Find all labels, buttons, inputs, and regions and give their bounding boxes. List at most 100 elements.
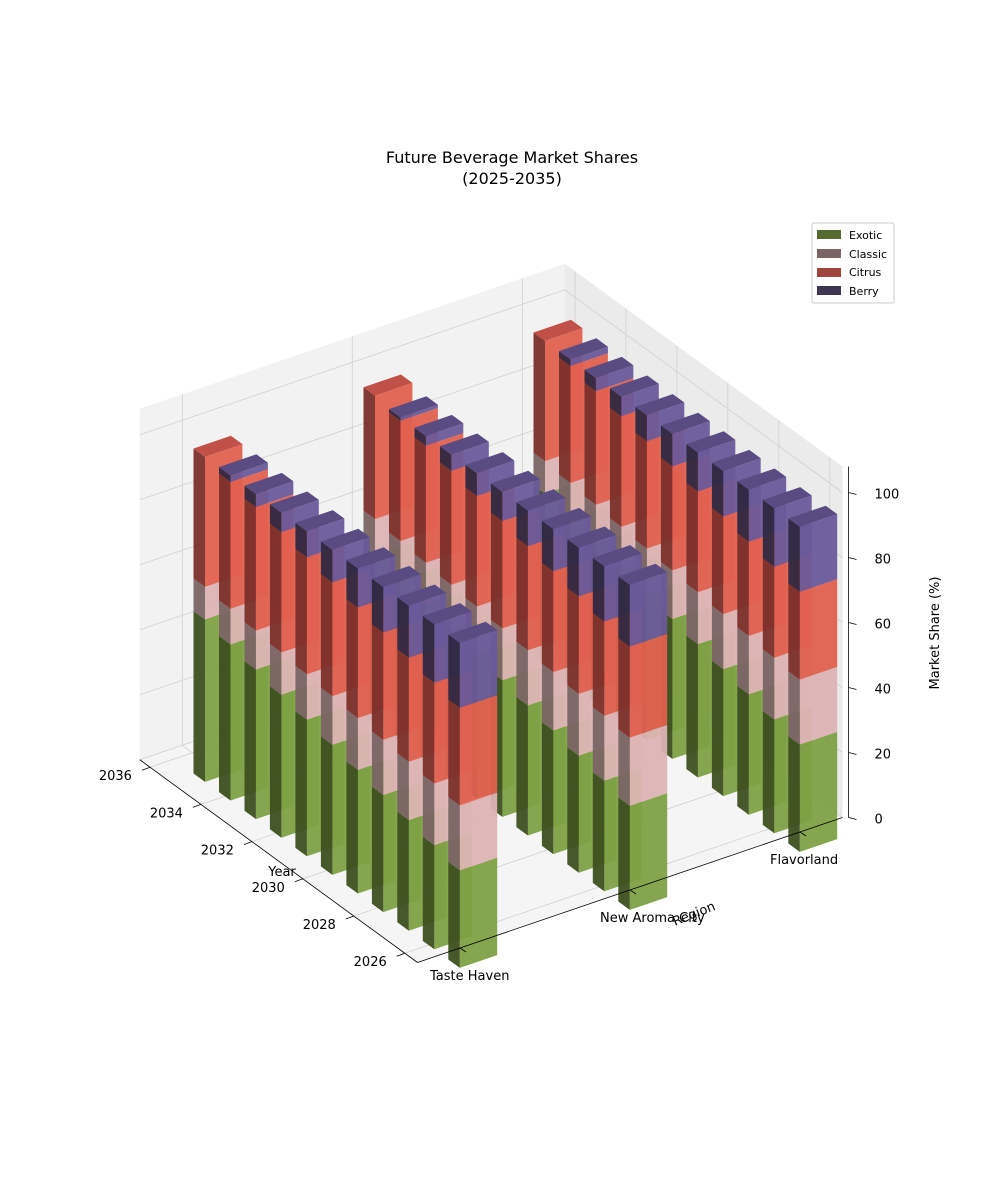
bar-segment-front bbox=[363, 387, 375, 520]
bar-segment-front bbox=[389, 412, 401, 541]
bar-segment-top bbox=[584, 356, 634, 379]
z-tick-label: 100 bbox=[875, 488, 900, 503]
bar-segment-side bbox=[230, 462, 268, 482]
bar-segment-front bbox=[448, 862, 460, 968]
bar-segment-front bbox=[660, 458, 673, 571]
bar-segment-front bbox=[592, 613, 605, 716]
bar-segment-front bbox=[465, 487, 477, 607]
bar-segment-side bbox=[799, 731, 838, 852]
x-tick-label: 2028 bbox=[303, 918, 336, 933]
bar-segment-top bbox=[363, 374, 413, 396]
bar-segment-top bbox=[635, 394, 685, 416]
bar-segment-front bbox=[737, 533, 749, 636]
chart-title: Future Beverage Market Shares bbox=[386, 148, 638, 167]
z-tick-label: 20 bbox=[875, 748, 892, 763]
bar-segment-front bbox=[609, 388, 622, 417]
y-tick-label: Flavorland bbox=[770, 853, 838, 868]
bar-segment-front bbox=[465, 464, 477, 496]
bar-segment-side bbox=[476, 460, 515, 496]
bar-segment-front bbox=[737, 481, 749, 542]
bar-segment-front bbox=[567, 685, 579, 756]
bar-segment-side bbox=[621, 383, 659, 417]
bar-segment-side bbox=[629, 633, 668, 738]
z-tick-label: 60 bbox=[875, 618, 892, 633]
bar-segment-front bbox=[609, 407, 622, 527]
bar-segment-top bbox=[346, 547, 396, 569]
bar-segment-front bbox=[541, 663, 554, 731]
bar-segment-front bbox=[295, 522, 307, 558]
bar-segment-front bbox=[559, 351, 571, 366]
bar-segment-front bbox=[448, 634, 460, 708]
bar-segment-front bbox=[320, 736, 333, 875]
bar-segment-front bbox=[346, 761, 358, 894]
bar-segment-side bbox=[255, 481, 294, 508]
bar-segment-front bbox=[567, 539, 579, 597]
x-tick-label: 2032 bbox=[201, 844, 234, 859]
legend-swatch-classic bbox=[817, 249, 841, 258]
bar-segment-front bbox=[788, 671, 800, 745]
bar-segment-front bbox=[686, 483, 698, 593]
x-tick-label: 2030 bbox=[252, 881, 285, 896]
bar-segment-top bbox=[618, 563, 668, 585]
bar-segment-top bbox=[567, 526, 617, 548]
bar-segment-front bbox=[295, 548, 307, 675]
bar-segment-top bbox=[762, 487, 812, 509]
z-tick bbox=[848, 687, 857, 690]
x-tick bbox=[294, 878, 303, 883]
bar-segment-front bbox=[448, 699, 460, 806]
bar-segment-front bbox=[516, 641, 528, 706]
bar-segment-front bbox=[244, 485, 256, 508]
bar-segment-front bbox=[346, 599, 358, 718]
bar-segment-front bbox=[788, 518, 800, 592]
bar-segment-front bbox=[295, 711, 307, 857]
x-tick-label: 2026 bbox=[354, 955, 387, 970]
bar-segment-top bbox=[609, 375, 659, 397]
z-gridline bbox=[139, 289, 843, 493]
legend-swatch-citrus bbox=[817, 268, 841, 277]
bar-segment-side bbox=[799, 666, 838, 745]
bar-segment-front bbox=[397, 597, 409, 658]
bar-segment-front bbox=[541, 520, 554, 572]
bar-segment-top bbox=[660, 412, 710, 434]
x-tick bbox=[141, 766, 151, 771]
bar-segment-top bbox=[219, 454, 268, 476]
bar-segment-top bbox=[244, 472, 294, 495]
bar-segment-front bbox=[346, 709, 358, 770]
x-tick bbox=[396, 952, 405, 957]
bar-segment-front bbox=[244, 498, 256, 631]
x-axis-line bbox=[139, 759, 418, 963]
bar-segment-front bbox=[516, 537, 528, 651]
bar-segment-top bbox=[439, 433, 489, 455]
y-tick-label: New Aroma City bbox=[600, 911, 705, 926]
bar-segment-top bbox=[269, 491, 319, 513]
bar-segment-top bbox=[193, 435, 243, 457]
bar-segment-top bbox=[371, 565, 421, 588]
bar-segment-top bbox=[541, 507, 591, 530]
bar-segment-front bbox=[414, 427, 426, 446]
bar-segment-front bbox=[788, 736, 800, 852]
legend-label-classic: Classic bbox=[849, 248, 887, 261]
bar-segment-front bbox=[737, 627, 749, 695]
bar-segment-top bbox=[788, 505, 838, 527]
bar-segment-front bbox=[711, 508, 724, 615]
bar-segment-side bbox=[459, 630, 498, 708]
legend-label-citrus: Citrus bbox=[849, 266, 882, 279]
bar-segment-front bbox=[592, 707, 605, 781]
bar-segment-front bbox=[711, 462, 724, 517]
bar-segment-front bbox=[219, 636, 231, 801]
bar-segment-front bbox=[269, 644, 282, 695]
bar-segment-side bbox=[629, 793, 668, 910]
legend-label-berry: Berry bbox=[849, 285, 879, 298]
bar-segment-front bbox=[371, 578, 384, 633]
x-tick-label: 2034 bbox=[150, 806, 183, 821]
bar-segment-front bbox=[320, 687, 333, 745]
bar-segment-front bbox=[320, 574, 333, 697]
bar-segment-top bbox=[533, 319, 583, 341]
bar-segment-front bbox=[686, 583, 698, 645]
bar-segment-side bbox=[459, 857, 498, 968]
bar-segment-side bbox=[799, 579, 838, 680]
y-tick bbox=[799, 831, 807, 837]
bar-segment-front bbox=[193, 611, 205, 782]
bar-segment-front bbox=[219, 467, 231, 482]
